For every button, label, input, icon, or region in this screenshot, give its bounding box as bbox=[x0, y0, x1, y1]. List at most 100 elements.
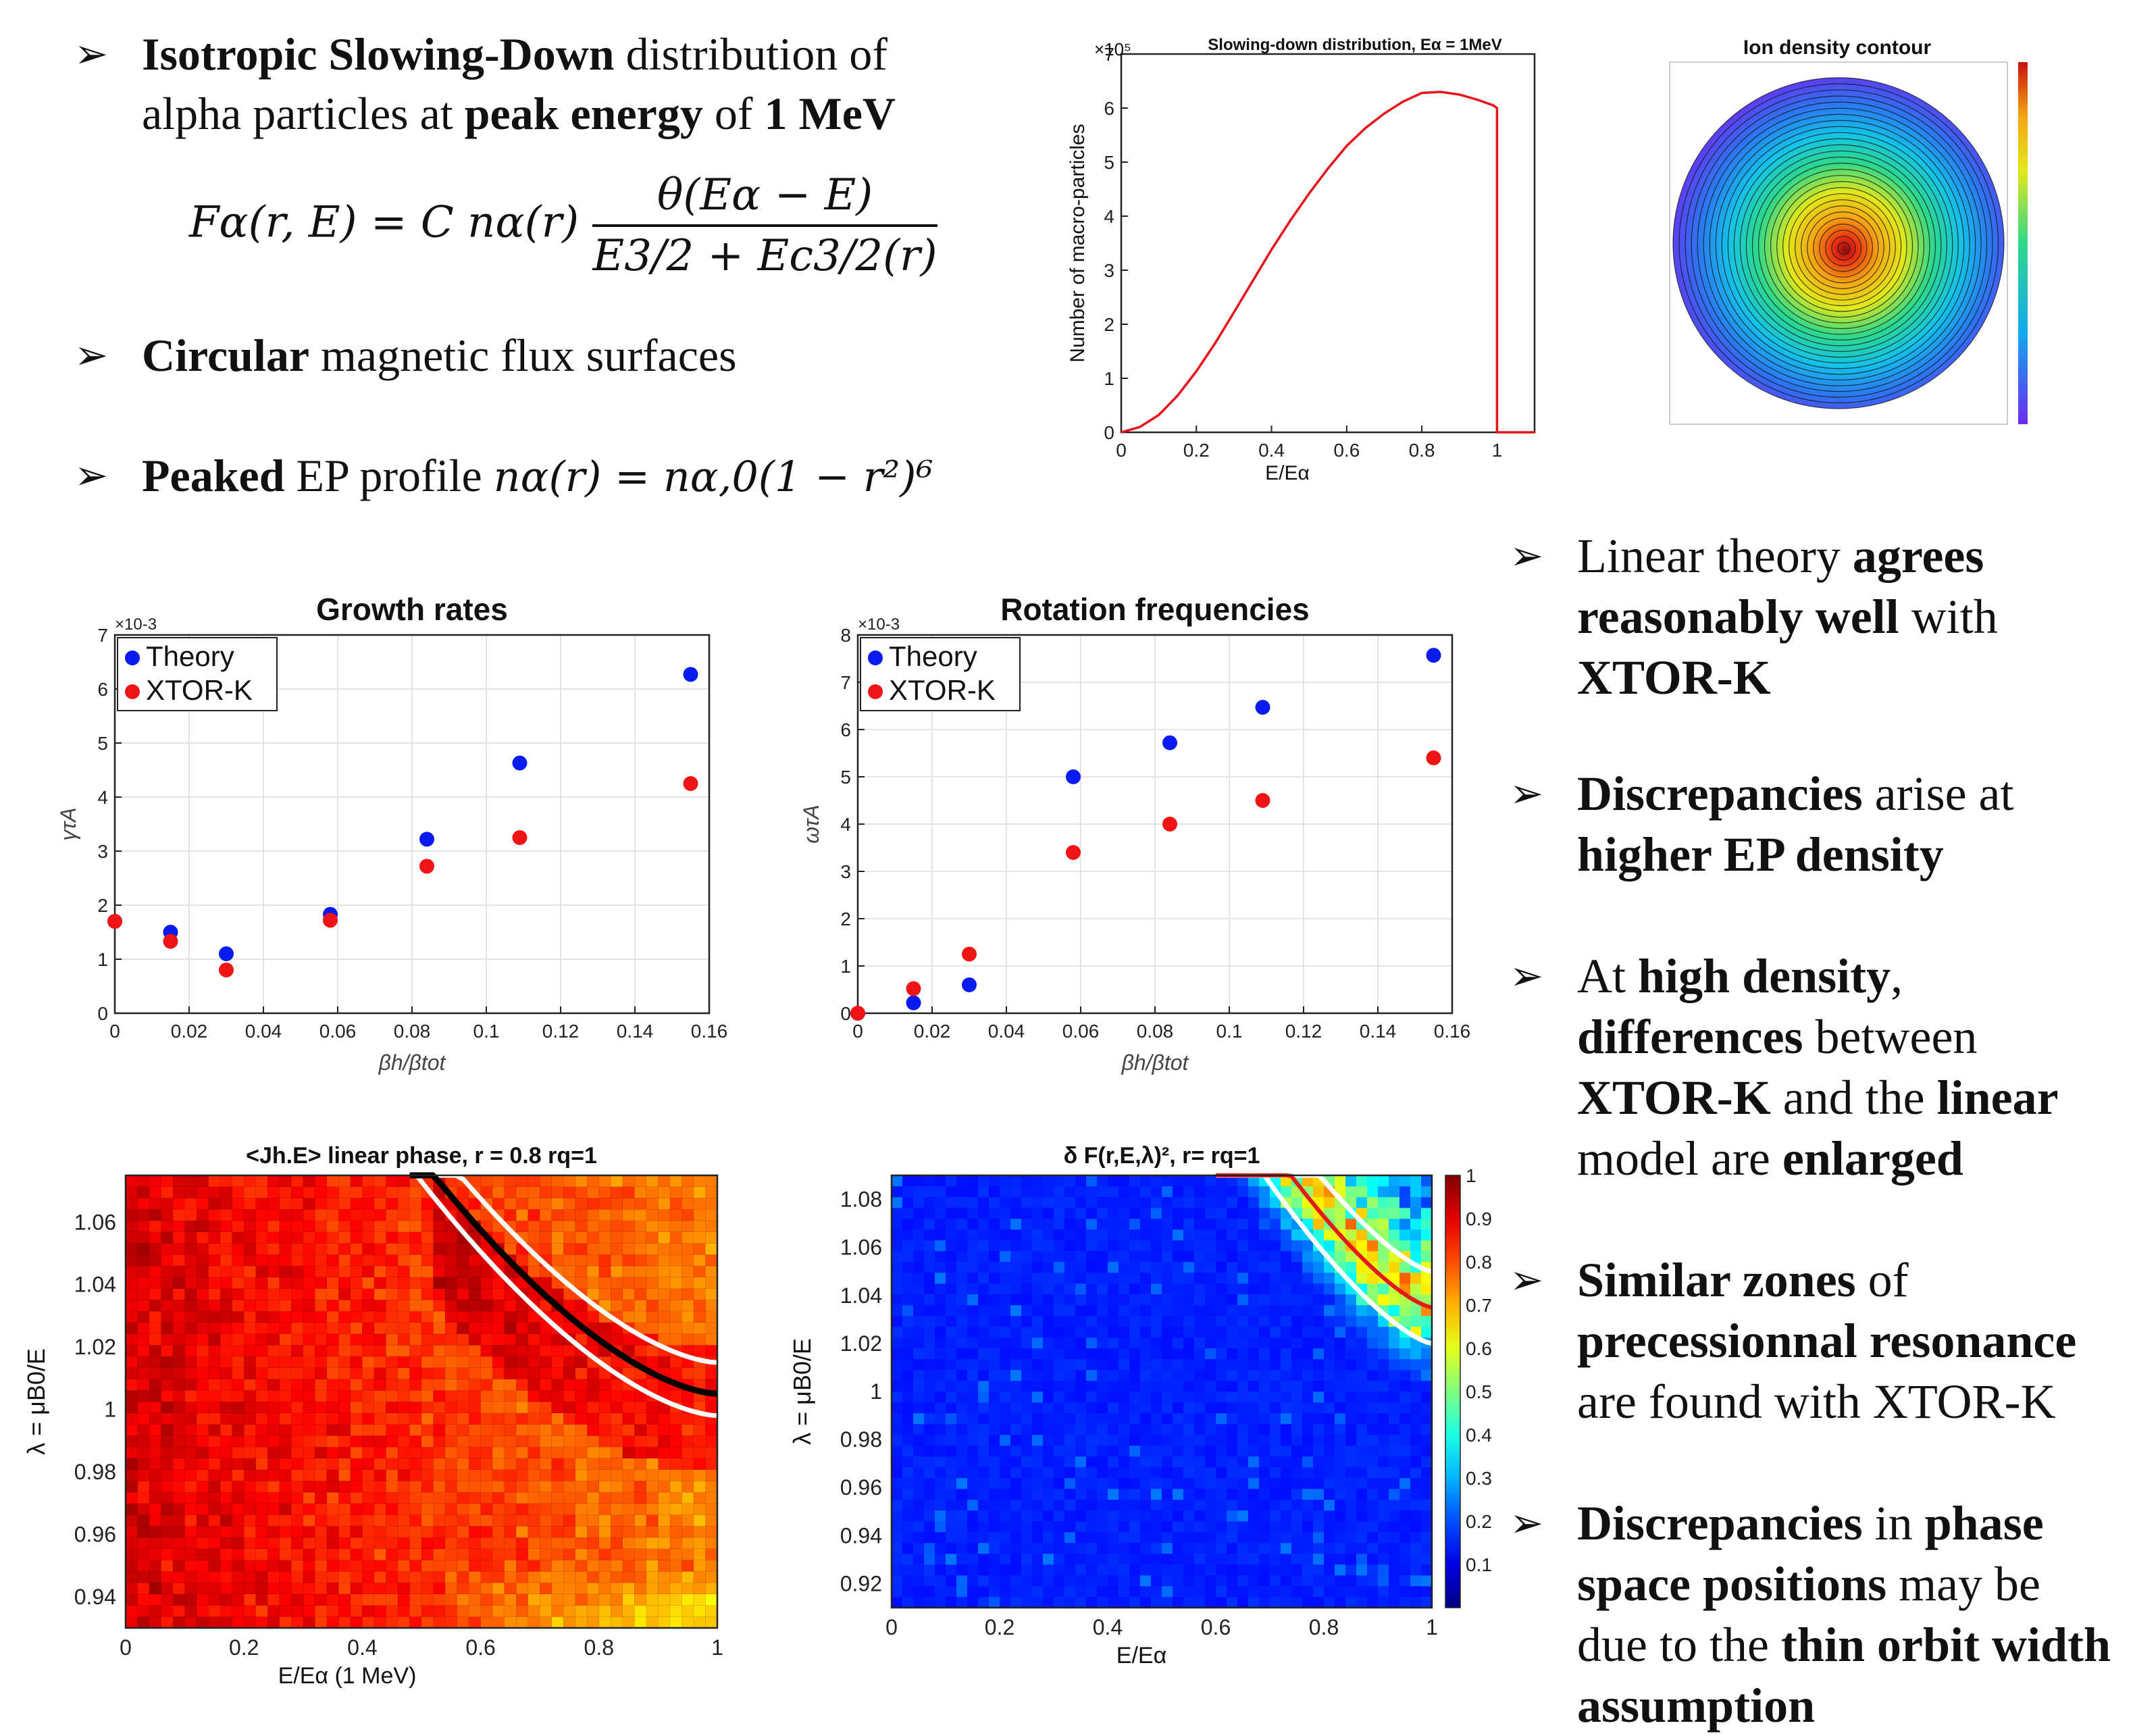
heatmap-cell bbox=[1075, 1305, 1087, 1317]
heatmap-cell bbox=[1064, 1208, 1076, 1219]
heatmap-cell bbox=[433, 1458, 446, 1470]
heatmap-cell bbox=[924, 1186, 935, 1198]
heatmap-cell bbox=[338, 1356, 351, 1369]
heatmap-cell bbox=[409, 1254, 422, 1267]
heatmap-cell bbox=[279, 1435, 292, 1448]
heatmap-cell bbox=[705, 1243, 718, 1255]
heatmap-cell bbox=[267, 1526, 280, 1538]
heatmap-cell bbox=[208, 1412, 221, 1425]
heatmap-cell bbox=[173, 1367, 185, 1379]
heatmap-cell bbox=[935, 1229, 946, 1241]
heatmap-cell bbox=[386, 1402, 399, 1414]
heatmap-cell bbox=[149, 1548, 161, 1560]
heatmap-cell bbox=[279, 1458, 292, 1470]
heatmap-cell bbox=[1151, 1510, 1162, 1522]
heatmap-cell bbox=[457, 1300, 469, 1312]
heatmap-cell bbox=[658, 1277, 671, 1289]
heatmap-cell bbox=[315, 1492, 328, 1504]
heatmap-cell bbox=[693, 1469, 706, 1481]
heatmap-cell bbox=[1032, 1510, 1044, 1522]
heatmap-cell bbox=[409, 1447, 422, 1459]
heatmap-cell bbox=[967, 1554, 979, 1565]
heatmap-cell bbox=[935, 1316, 946, 1327]
heatmap-cell bbox=[1032, 1283, 1044, 1295]
heatmap-cell bbox=[1259, 1262, 1270, 1273]
heatmap-cell bbox=[1086, 1348, 1098, 1360]
heatmap-cell bbox=[1302, 1392, 1314, 1403]
heatmap-cell bbox=[161, 1605, 174, 1617]
colorbar-tick-label: 1 bbox=[1466, 1165, 1476, 1186]
heatmap-cell bbox=[232, 1300, 245, 1312]
heatmap-cell bbox=[504, 1345, 517, 1357]
heatmap-cell bbox=[1378, 1554, 1389, 1565]
heatmap-cell bbox=[892, 1564, 903, 1576]
heatmap-cell bbox=[892, 1305, 903, 1317]
heatmap-cell bbox=[1378, 1500, 1389, 1511]
heatmap-cell bbox=[528, 1186, 540, 1198]
heatmap-cell bbox=[350, 1481, 363, 1493]
heatmap-cell bbox=[1075, 1402, 1087, 1414]
heatmap-cell bbox=[232, 1412, 245, 1425]
heatmap-cell bbox=[397, 1277, 410, 1289]
heatmap-cell bbox=[1140, 1229, 1152, 1241]
heatmap-cell bbox=[1216, 1337, 1227, 1349]
heatmap-cell bbox=[220, 1277, 232, 1289]
heatmap-cell bbox=[126, 1583, 138, 1595]
heatmap-cell bbox=[1378, 1337, 1389, 1349]
heatmap-cell bbox=[1032, 1359, 1044, 1371]
heatmap-cell bbox=[480, 1367, 493, 1379]
heatmap-cell bbox=[946, 1586, 957, 1598]
heatmap-cell bbox=[232, 1492, 245, 1504]
heatmap-cell bbox=[338, 1424, 351, 1436]
heatmap-cell bbox=[913, 1294, 925, 1306]
heatmap-cell bbox=[504, 1412, 517, 1425]
heatmap-cell bbox=[1324, 1197, 1335, 1208]
heatmap-cell bbox=[540, 1221, 552, 1233]
heatmap-cell bbox=[1129, 1500, 1141, 1511]
heatmap-cell bbox=[1216, 1554, 1227, 1565]
heatmap-cell bbox=[1183, 1402, 1195, 1414]
heatmap-cell bbox=[1270, 1316, 1281, 1327]
heatmap-cell bbox=[315, 1186, 328, 1198]
heatmap-cell bbox=[1183, 1456, 1195, 1468]
heatmap-cell bbox=[1291, 1510, 1303, 1522]
heatmap-cell bbox=[1410, 1348, 1422, 1360]
heatmap-cell bbox=[587, 1221, 600, 1233]
heatmap-cell bbox=[956, 1316, 968, 1327]
heatmap-cell bbox=[1237, 1392, 1249, 1403]
heatmap-cell bbox=[1378, 1586, 1389, 1598]
heatmap-cell bbox=[1259, 1240, 1270, 1252]
heatmap-cell bbox=[326, 1175, 339, 1188]
heatmap-cell bbox=[433, 1548, 446, 1560]
heatmap-cell bbox=[1270, 1229, 1281, 1241]
heatmap-cell bbox=[989, 1327, 1000, 1338]
heatmap-cell bbox=[1075, 1478, 1087, 1489]
heatmap-cell bbox=[149, 1616, 161, 1629]
heatmap-cell bbox=[989, 1359, 1000, 1371]
heatmap-cell bbox=[1324, 1337, 1335, 1349]
heatmap-cell bbox=[1183, 1294, 1195, 1306]
heatmap-cell bbox=[1313, 1229, 1325, 1241]
heatmap-cell bbox=[1173, 1175, 1184, 1187]
heatmap-cell bbox=[161, 1243, 174, 1255]
heatmap-cell bbox=[1227, 1273, 1238, 1284]
heatmap-cell bbox=[303, 1458, 315, 1470]
heatmap-cell bbox=[1248, 1283, 1260, 1295]
heatmap-cell bbox=[1097, 1283, 1108, 1295]
heatmap-cell bbox=[421, 1458, 434, 1470]
heatmap-cell bbox=[978, 1510, 990, 1522]
heatmap-cell bbox=[1108, 1251, 1119, 1262]
contour-line bbox=[1709, 113, 1970, 375]
heatmap-cell bbox=[1032, 1586, 1044, 1598]
heatmap-cell bbox=[409, 1277, 422, 1289]
heatmap-cell bbox=[126, 1435, 138, 1448]
heatmap-cell bbox=[1140, 1197, 1152, 1208]
heatmap-cell bbox=[669, 1266, 682, 1278]
heatmap-cell bbox=[693, 1221, 706, 1233]
heatmap-cell bbox=[244, 1593, 257, 1606]
heatmap-cell bbox=[409, 1356, 422, 1369]
heatmap-cell bbox=[622, 1605, 635, 1617]
heatmap-cell bbox=[528, 1402, 540, 1414]
heatmap-cell bbox=[492, 1186, 505, 1198]
